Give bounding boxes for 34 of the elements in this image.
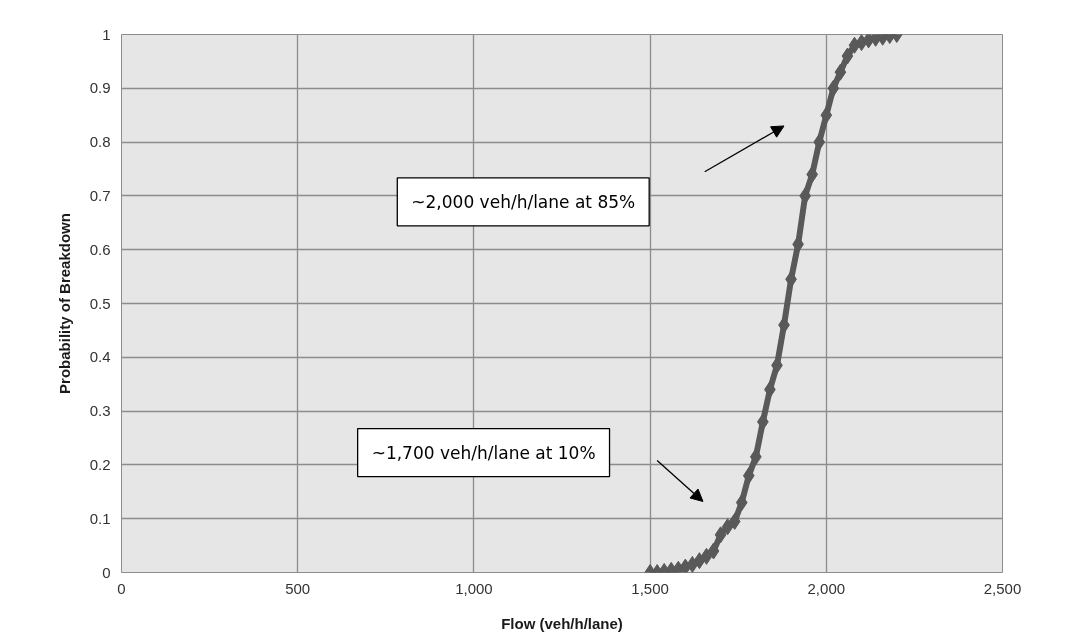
x-tick-label: 2,000 [807, 579, 846, 597]
point [700, 547, 713, 565]
y-tick-label: 0.8 [89, 133, 111, 151]
x-tick-label: 500 [285, 579, 311, 597]
y-tick-label: 1 [102, 25, 111, 43]
y-tick-label: 0.2 [89, 455, 111, 473]
point [707, 542, 720, 560]
point [721, 518, 734, 536]
point [728, 512, 741, 530]
point [841, 47, 854, 65]
y-tick-label: 0.5 [89, 294, 111, 312]
y-axis-title: Probability of Breakdown [55, 213, 73, 394]
y-tick-label: 0 [102, 563, 111, 581]
x-tick-label: 2,500 [983, 579, 1022, 597]
x-axis-title: Flow (veh/h/lane) [501, 614, 623, 632]
point [820, 106, 833, 124]
point [693, 552, 706, 570]
x-tick-label: 1,500 [631, 579, 669, 597]
point [827, 79, 840, 97]
x-tick-label: 0 [117, 579, 126, 597]
y-tick-label: 0.7 [89, 186, 111, 204]
point [742, 467, 755, 485]
annotation: ~2,000 veh/h/lane at 85% [411, 191, 636, 212]
point [813, 133, 826, 151]
y-tick-label: 0.4 [89, 348, 111, 366]
y-tick-label: 0.6 [89, 240, 111, 258]
point [735, 494, 748, 512]
y-tick-label: 0.9 [89, 79, 111, 97]
y-tick-label: 0.1 [89, 509, 111, 527]
y-tick-label: 0.3 [89, 402, 111, 420]
point [714, 526, 727, 544]
annotation: ~1,700 veh/h/lane at 10% [371, 442, 596, 463]
point [834, 63, 847, 81]
x-tick-label: 1,000 [455, 579, 493, 597]
